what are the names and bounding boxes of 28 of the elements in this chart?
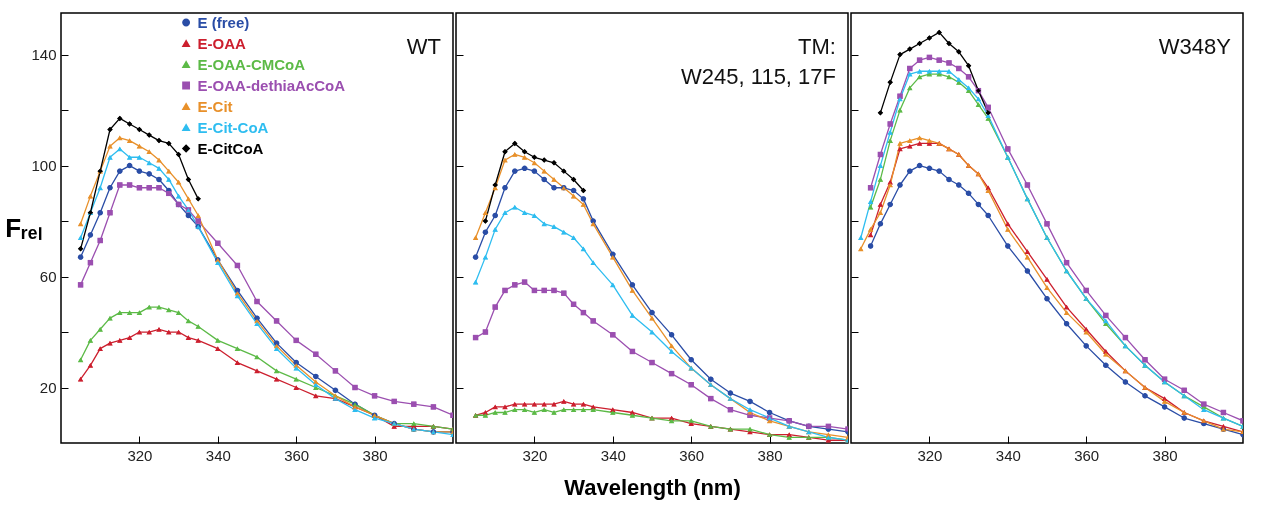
- x-tick-label: 380: [362, 446, 388, 464]
- x-tick-label: 360: [679, 446, 705, 464]
- legend-label: E-OAA-CMCoA: [197, 55, 306, 73]
- x-tick-label: 360: [284, 446, 310, 464]
- x-tick-label: 340: [995, 446, 1021, 464]
- x-tick-label: 320: [917, 446, 943, 464]
- y-tick-label: 140: [31, 46, 57, 64]
- x-tick-label: 380: [1152, 446, 1178, 464]
- x-tick-label: 340: [600, 446, 626, 464]
- y-tick-label: 20: [39, 379, 57, 397]
- x-axis-title: Wavelength (nm): [564, 474, 741, 500]
- y-tick-label: 100: [31, 157, 57, 175]
- text: TM: W245, 115, 17F: [681, 34, 836, 89]
- legend-label: E-CitCoA: [197, 139, 264, 157]
- x-tick-label: 320: [127, 446, 153, 464]
- x-tick-label: 320: [522, 446, 548, 464]
- legend-label: E-Cit: [197, 97, 233, 115]
- text: W348Y: [1158, 34, 1232, 59]
- y-axis-title: Fᵣₑₗ: [5, 212, 42, 243]
- legend-label: E (free): [197, 13, 250, 31]
- x-tick-label: 380: [757, 446, 783, 464]
- legend-label: E-OAA: [197, 34, 247, 52]
- text: WT: [406, 34, 441, 59]
- y-tick-label: 60: [39, 268, 57, 286]
- x-tick-label: 360: [1074, 446, 1100, 464]
- x-tick-label: 340: [205, 446, 231, 464]
- legend-label: E-OAA-dethiaAcCoA: [197, 76, 346, 94]
- legend-label: E-Cit-CoA: [197, 118, 269, 136]
